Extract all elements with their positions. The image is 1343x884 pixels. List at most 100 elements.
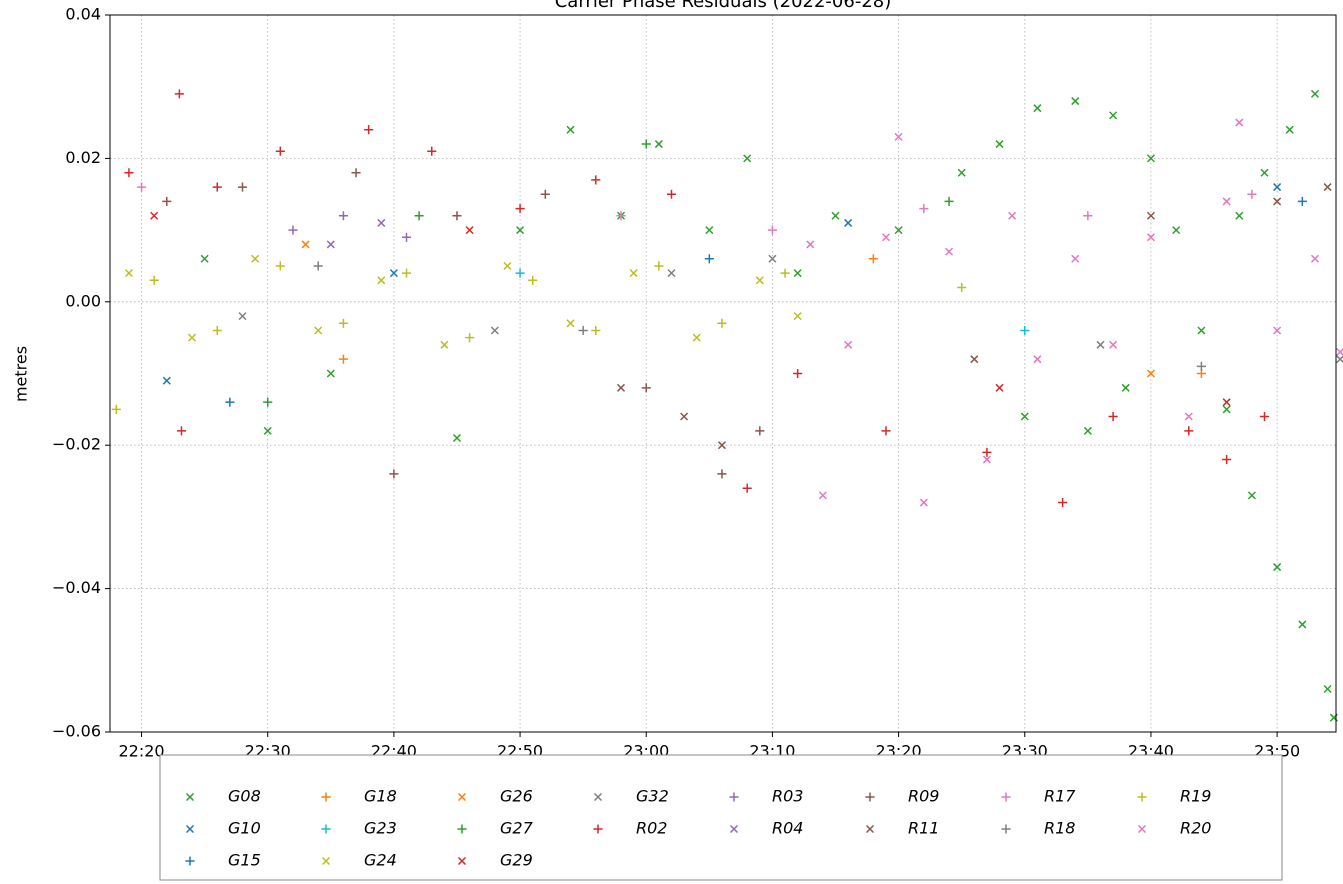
data-point [389,269,398,278]
data-point [591,175,601,185]
data-point [1297,196,1307,206]
data-point [957,168,966,177]
data-point [440,340,449,349]
data-point [124,168,134,178]
data-point [313,261,323,271]
legend: G08 G10 G15 G18 G23 G24 G26 G27 G29 G32 R02 R03 R04 R… [185,787,1211,870]
data-point [654,140,663,149]
data-point [212,182,222,192]
legend-label: R20 [1180,819,1211,838]
data-point [1020,325,1030,336]
data-point [591,325,601,336]
data-point [528,275,538,285]
data-point [465,226,474,235]
data-point [1197,326,1206,335]
data-point [1273,563,1282,572]
data-point [111,404,121,414]
data-point [162,376,171,385]
data-point [717,318,727,328]
legend-marker [865,792,875,802]
data-point [1146,369,1155,378]
legend-marker [1001,824,1011,834]
data-point [1235,118,1244,127]
legend-marker [1137,824,1147,834]
data-point [1083,211,1093,221]
legend-label: R11 [908,819,939,838]
legend-label: R04 [772,819,803,838]
data-point [616,211,626,221]
data-point [705,226,714,235]
data-point [338,354,348,364]
data-point [377,276,386,285]
data-point [780,268,790,278]
axes-frame [109,14,1337,733]
data-point [704,254,714,264]
data-point [516,226,525,235]
data-point [149,275,159,285]
legend-label: R19 [1180,787,1211,806]
data-point [767,225,777,235]
data-point [1096,340,1105,349]
data-point [654,261,664,271]
legend-label: G08 [228,787,261,806]
data-point [578,325,588,336]
data-point [351,168,361,178]
data-point [680,412,689,421]
data-point [237,182,248,192]
data-point [844,218,853,227]
data-point [1184,426,1194,436]
legend-marker [457,824,467,834]
data-point [629,269,638,278]
data-point [755,426,765,436]
data-point [868,254,878,264]
data-point [743,154,752,163]
legend-label: G23 [364,819,397,838]
data-point [1184,412,1193,421]
data-point [806,240,815,249]
data-point [881,426,891,436]
data-point [1033,104,1042,113]
data-point [452,433,462,443]
data-point [793,368,803,379]
data-point [945,247,954,256]
data-point [301,240,310,249]
data-point [742,483,752,493]
legend-label: G18 [364,787,397,806]
data-point [176,426,187,436]
data-point [275,146,285,156]
y-tick-label: 0.04 [65,5,101,24]
data-point [503,261,512,270]
data-point [1020,412,1029,421]
data-point [755,276,764,285]
chart-title: Carrier Phase Residuals (2022-06-28) [555,0,892,12]
data-point [1033,355,1042,364]
data-point [490,326,499,335]
data-point [1083,426,1092,435]
data-point [641,139,651,149]
data-point [200,254,209,263]
legend-label: R02 [636,819,667,838]
data-point [982,455,991,464]
data-point [641,383,651,393]
y-tick-label: 0.00 [65,291,101,310]
y-tick-label: −0.02 [52,435,101,454]
data-point [616,383,626,392]
data-point [1247,491,1256,500]
data-point [515,268,525,278]
legend-marker [185,824,195,834]
x-tick-label: 22:20 [118,742,164,761]
data-point [414,211,424,221]
data-point [1196,361,1206,371]
data-point [263,397,273,407]
data-point [844,340,853,349]
data-point [150,211,159,220]
data-point [1222,454,1232,465]
legend-marker [865,824,875,834]
data-point [1071,97,1080,106]
data-point [326,240,335,249]
data-point [793,269,802,278]
data-point [970,355,979,364]
data-point [1146,211,1155,220]
data-point [881,233,891,242]
